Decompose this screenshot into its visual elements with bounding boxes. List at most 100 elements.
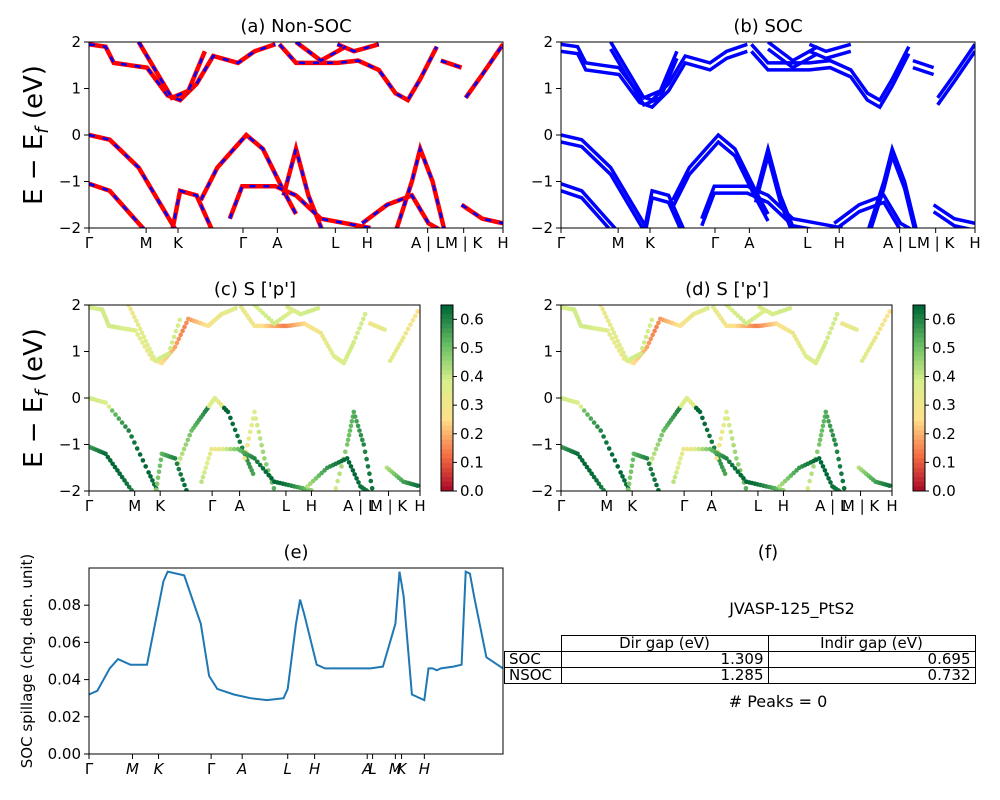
colorbar-segment: [441, 402, 453, 408]
soc-band-line: [561, 189, 611, 228]
projection-point: [700, 446, 705, 452]
x-tick-label: H: [886, 497, 897, 515]
projection-point: [696, 446, 701, 452]
projection-point: [106, 404, 112, 409]
projection-point: [199, 479, 204, 485]
x-tick-label: M | K: [445, 234, 484, 252]
projection-point: [652, 328, 657, 334]
colorbar-tick-label: 0.5: [460, 339, 484, 357]
projection-point: [401, 335, 406, 340]
projection-point: [322, 337, 327, 342]
y-tick-label: 0.08: [48, 596, 81, 614]
soc-band-line: [561, 133, 649, 228]
projection-point: [308, 488, 314, 491]
projection-point: [863, 351, 869, 357]
projection-point: [242, 456, 247, 461]
projection-point: [817, 437, 823, 443]
soc-band-line: [671, 132, 770, 215]
projection-point: [607, 322, 613, 328]
colorbar-segment: [913, 318, 925, 325]
soc-band-line: [644, 195, 682, 228]
projection-point: [140, 458, 146, 463]
projection-point: [659, 432, 664, 438]
colorbar-segment: [441, 305, 453, 311]
projection-point: [135, 332, 140, 337]
projection-point: [110, 461, 115, 467]
colorbar-segment: [441, 411, 453, 418]
colorbar-segment: [441, 351, 453, 357]
projection-point: [112, 464, 118, 470]
projection-point: [339, 464, 344, 469]
projection-point: [647, 323, 653, 328]
projection-point: [887, 309, 892, 314]
y-tick-label: 0: [543, 389, 553, 407]
projection-point: [600, 306, 605, 312]
projection-point: [171, 334, 177, 340]
panel-a-yticks: 2 1 0 −1 −2: [59, 33, 89, 237]
x-tick-label: M: [140, 234, 153, 252]
projection-point: [671, 479, 676, 485]
projection-point: [578, 404, 584, 409]
panel-b-title: (b) SOC: [733, 16, 802, 37]
projection-point: [672, 474, 678, 480]
projection-point: [692, 446, 698, 452]
projection-point: [729, 462, 735, 468]
projection-point: [644, 456, 650, 461]
colorbar-segment: [913, 379, 925, 385]
projection-point: [648, 466, 654, 472]
colorbar-segment: [913, 425, 925, 432]
projection-point: [620, 474, 625, 479]
x-tick-label: L: [282, 497, 291, 515]
panel-e: 0.080.060.040.020.00 Γ M K Γ A L H AL MK H: [48, 567, 504, 778]
colorbar-segment: [913, 402, 925, 408]
colorbar-segment: [913, 356, 925, 362]
projection-point: [612, 458, 618, 463]
projection-point: [347, 428, 353, 433]
projection-point: [818, 460, 824, 465]
x-tick-label: Γ: [711, 234, 720, 252]
projection-point: [617, 342, 622, 348]
projection-point: [609, 336, 615, 341]
projection-point: [260, 466, 266, 471]
gap-table-header: Dir gap (eV) Indir gap (eV): [505, 635, 976, 652]
x-tick-label: A: [236, 760, 247, 778]
panel-b-yticks: 2 1 0 −1 −2: [531, 33, 561, 237]
y-tick-label: −1: [531, 173, 553, 191]
projection-point: [415, 309, 420, 314]
projection-point: [206, 456, 211, 461]
x-tick-label: H: [969, 234, 980, 252]
x-tick-label: Γ: [680, 497, 689, 515]
soc-band-line: [609, 42, 679, 101]
projection-point: [591, 474, 597, 480]
projection-point: [103, 451, 108, 457]
projection-point: [408, 322, 413, 327]
y-tick-label: 0: [543, 126, 553, 144]
projection-point: [651, 451, 657, 457]
projection-point: [678, 456, 683, 461]
colorbar-segment: [913, 384, 925, 390]
projection-point: [628, 469, 634, 475]
projection-point: [154, 481, 160, 487]
x-tick-label: M: [389, 760, 402, 778]
x-tick-label: A: [361, 760, 372, 778]
soc-band-line: [282, 144, 323, 228]
soc-band-line: [89, 133, 177, 228]
x-tick-label: L: [803, 234, 812, 252]
projection-point: [113, 412, 118, 417]
projection-point: [834, 312, 840, 317]
colorbar-segment: [441, 309, 453, 315]
x-tick-label: K: [397, 760, 408, 778]
colorbar-tick-label: 0.1: [460, 453, 484, 471]
projection-point: [646, 461, 652, 467]
projection-point: [650, 456, 655, 461]
dir-gap-value: 1.285: [560, 667, 769, 684]
projection-point: [137, 326, 143, 332]
projection-point: [809, 471, 814, 477]
projection-point: [820, 423, 826, 429]
projection-point: [625, 487, 631, 491]
projection-point: [648, 336, 654, 342]
projection-point: [654, 324, 659, 330]
projection-point: [332, 493, 337, 498]
projection-point: [615, 464, 620, 469]
